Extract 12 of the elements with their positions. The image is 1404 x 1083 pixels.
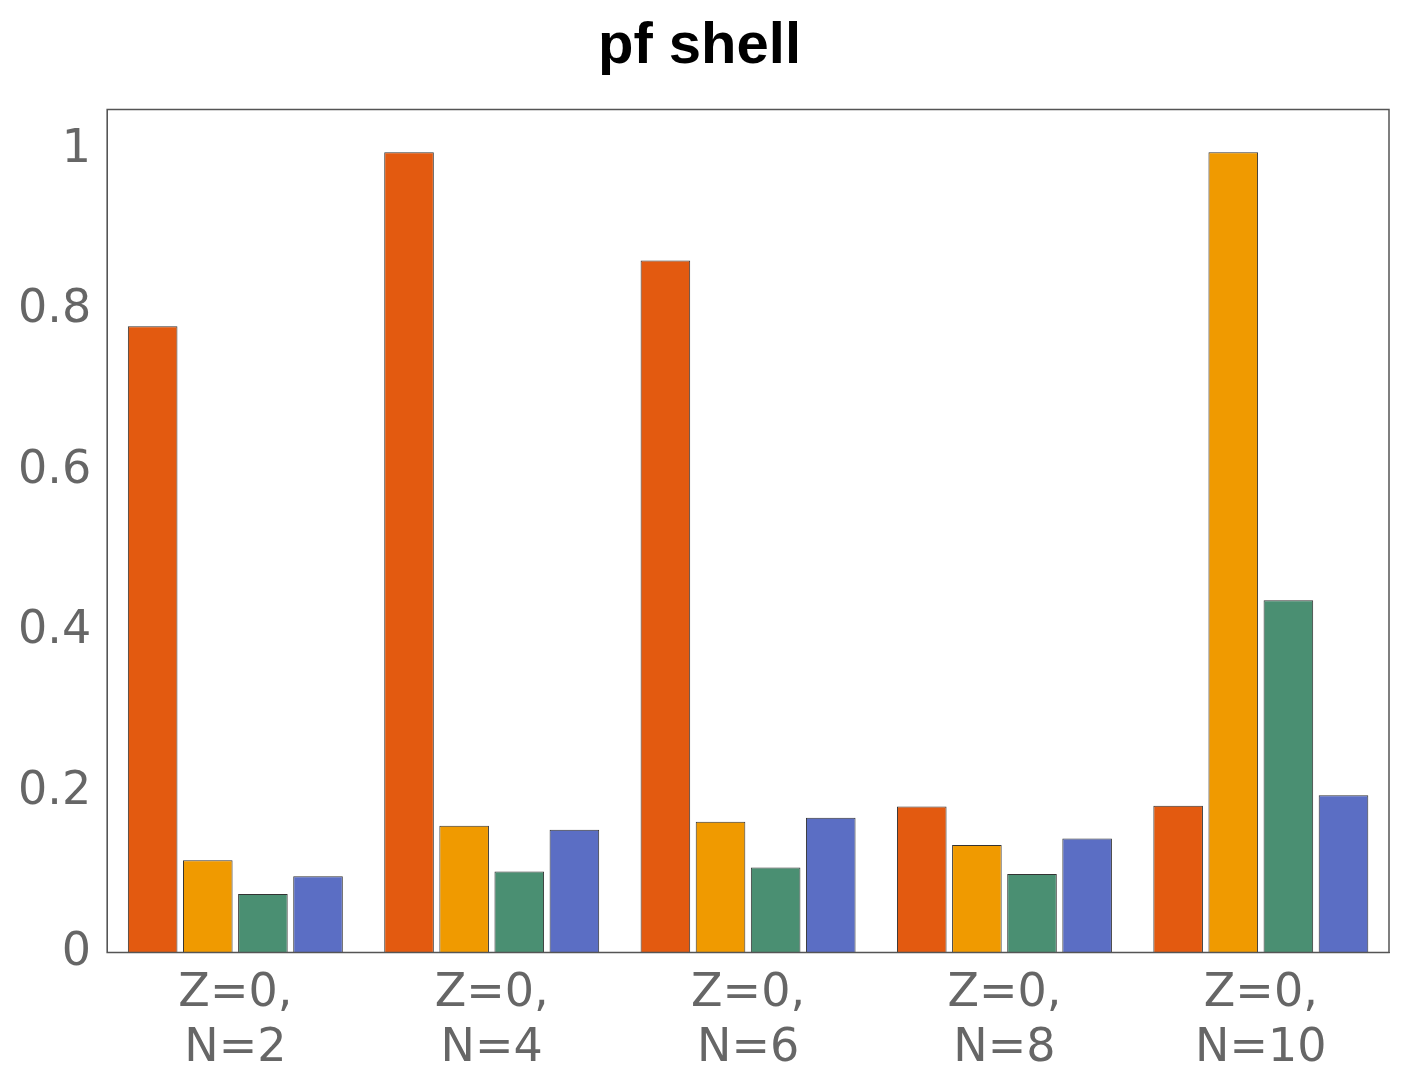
y-tick-label: 0.4 — [18, 600, 92, 655]
chart-title: pf shell — [597, 9, 802, 75]
x-tick-label: Z=0, N=2 — [178, 963, 293, 1073]
y-tick-label: 0.6 — [18, 439, 92, 494]
x-tick-label: Z=0, N=8 — [947, 963, 1062, 1073]
y-tick-label: 0 — [61, 921, 92, 976]
y-tick-label: 0.2 — [18, 760, 92, 815]
x-tick-label: Z=0, N=10 — [1195, 963, 1327, 1073]
x-tick-label: Z=0, N=6 — [691, 963, 806, 1073]
y-tick-label: 0.8 — [18, 279, 92, 334]
y-tick-label: 1 — [61, 118, 92, 173]
x-tick-label: Z=0, N=4 — [434, 963, 549, 1073]
